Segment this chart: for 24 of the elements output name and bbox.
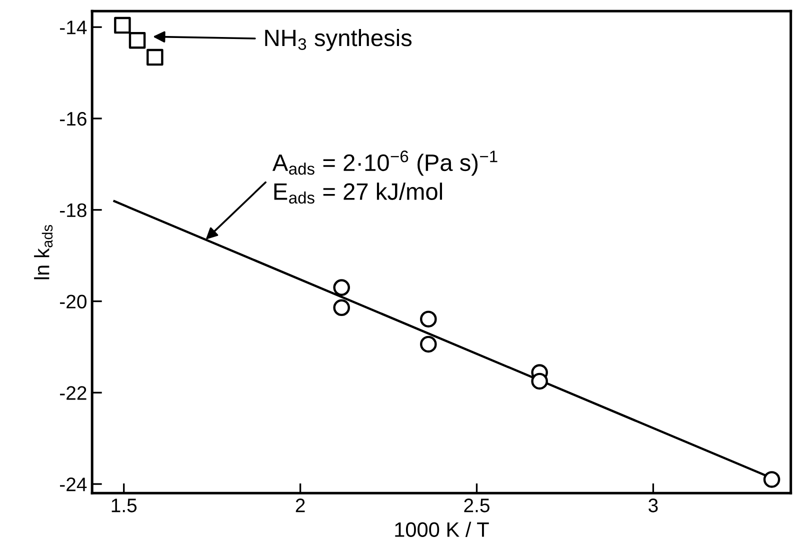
annotation: NH$_{3}$ synthesis xyxy=(265,28,412,51)
y-tick-label: -24 xyxy=(60,478,87,492)
x-tick-label: 2 xyxy=(296,498,305,512)
x-tick-label: 2.5 xyxy=(464,498,490,512)
y-axis-title: ln k$_{ads}$ xyxy=(34,224,53,280)
x-tick-label: 1.5 xyxy=(112,498,137,512)
point xyxy=(420,310,437,328)
point xyxy=(763,471,780,488)
annotation: E$_{ads}$ = 27 kJ/mol xyxy=(274,182,442,204)
point xyxy=(146,48,164,66)
point xyxy=(420,336,437,353)
annotation: A$_{ads}$ = 2·10$^{−6}$ (Pa s)$^{−1}$ xyxy=(272,150,498,176)
x-axis-title: 1000 K / T xyxy=(395,522,489,538)
point xyxy=(333,299,350,316)
point xyxy=(128,32,146,49)
point xyxy=(333,279,350,296)
y-tick-label: -22 xyxy=(60,386,86,400)
y-tick-label: -20 xyxy=(60,294,86,308)
x-tick-label: 3 xyxy=(648,498,658,512)
y-tick-label: -18 xyxy=(60,203,86,218)
point xyxy=(531,372,548,390)
y-tick-label: -14 xyxy=(60,20,87,34)
y-tick-label: -16 xyxy=(60,112,86,126)
point xyxy=(114,16,131,34)
